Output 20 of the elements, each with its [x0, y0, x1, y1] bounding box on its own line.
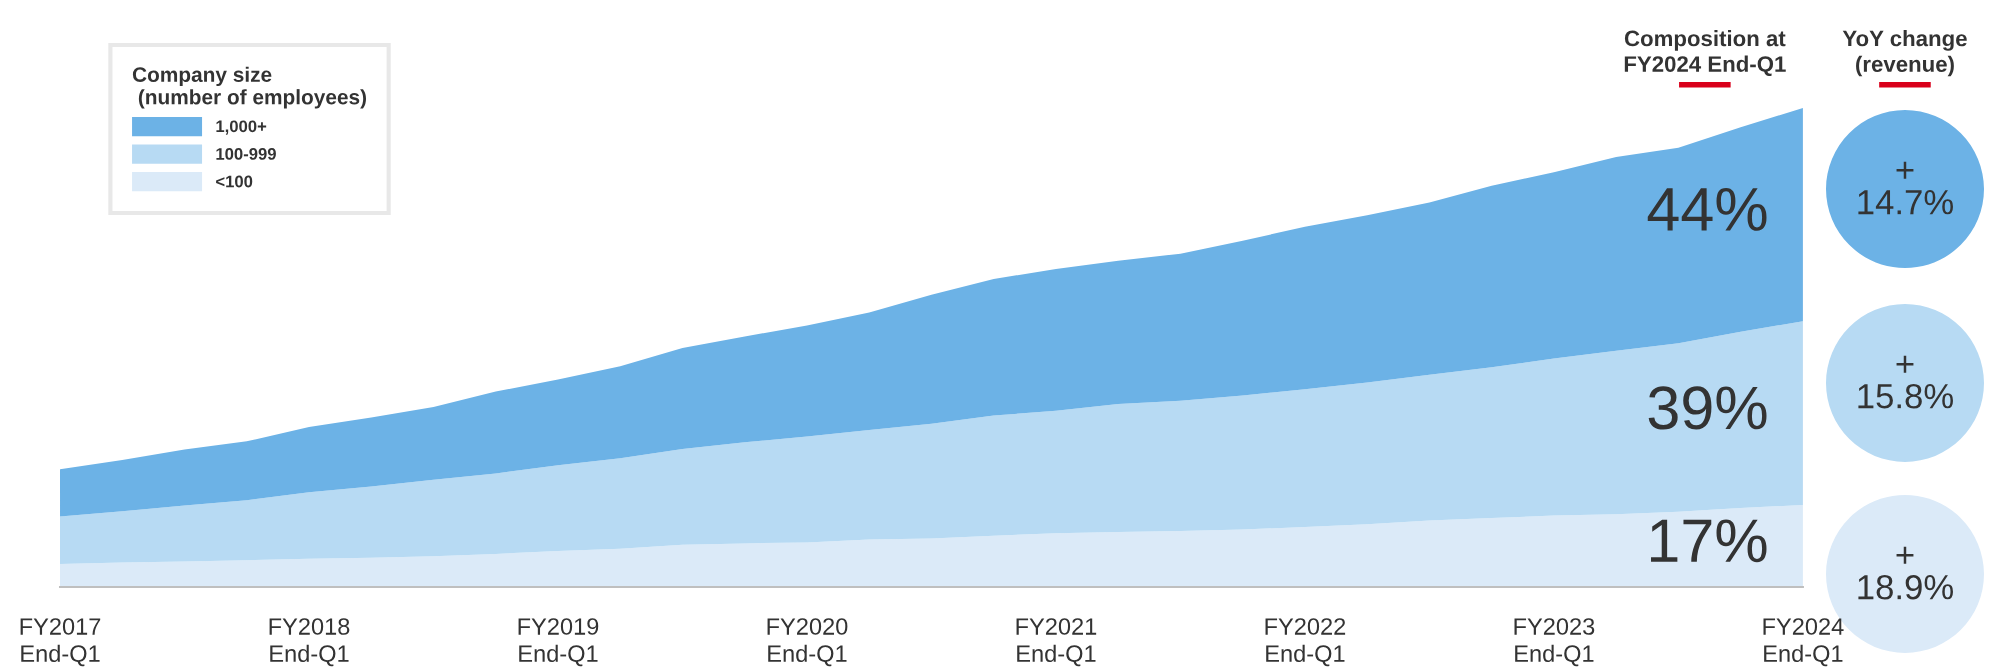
legend-title: Company size (number of employees)	[132, 66, 367, 109]
text: + 18.9%	[1858, 546, 1953, 600]
x-tick-label: FY2022 End-Q1	[1265, 618, 1346, 667]
legend-label: 1,000+	[216, 120, 267, 135]
x-tick-label: FY2023 End-Q1	[1514, 618, 1595, 667]
x-tick-label: FY2018 End-Q1	[269, 618, 350, 667]
legend-label: 100-999	[216, 147, 276, 160]
annotation: 39%	[1648, 386, 1767, 430]
x-tick-label: FY2017 End-Q1	[20, 618, 101, 667]
annotation: 17%	[1651, 519, 1767, 563]
x-tick-label: FY2019 End-Q1	[518, 618, 599, 667]
x-tick-label: FY2021 End-Q1	[1016, 618, 1097, 667]
x-tick-label: FY2020 End-Q1	[767, 618, 848, 667]
legend-label: <100	[216, 175, 253, 188]
text: + 14.7%	[1858, 161, 1953, 215]
text: Composition at FY2024 End-Q1	[1624, 30, 1786, 77]
x-tick-label: FY2024 End-Q1	[1763, 618, 1844, 667]
text: + 15.8%	[1858, 355, 1953, 409]
annotation: 44%	[1647, 188, 1767, 231]
text: YoY change (revenue)	[1842, 30, 1967, 77]
